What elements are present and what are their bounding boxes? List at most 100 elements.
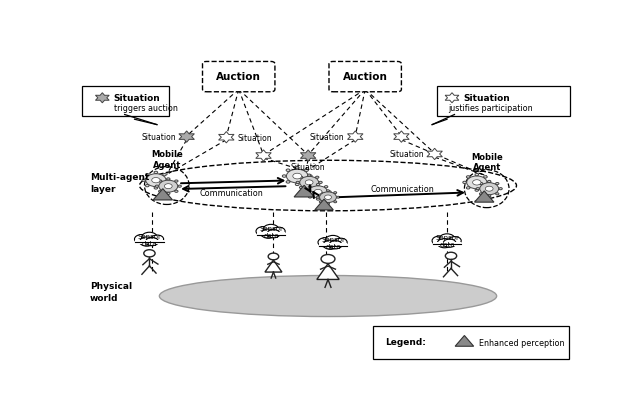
Circle shape — [166, 178, 170, 180]
Circle shape — [443, 240, 456, 248]
Text: Situation: Situation — [463, 94, 510, 103]
Circle shape — [475, 189, 479, 192]
Text: Sensor
data: Sensor data — [435, 235, 459, 248]
Circle shape — [145, 185, 149, 187]
Circle shape — [488, 196, 491, 198]
Circle shape — [282, 175, 286, 178]
Polygon shape — [394, 132, 409, 143]
Circle shape — [144, 250, 155, 257]
Circle shape — [324, 196, 332, 200]
Circle shape — [480, 183, 499, 195]
Circle shape — [324, 186, 328, 188]
Circle shape — [145, 174, 149, 176]
Circle shape — [333, 192, 337, 194]
Circle shape — [175, 191, 178, 193]
Text: Auction: Auction — [343, 72, 388, 82]
Circle shape — [140, 237, 154, 247]
Polygon shape — [455, 336, 474, 346]
Circle shape — [495, 193, 499, 196]
Polygon shape — [432, 115, 454, 125]
Text: Situation: Situation — [310, 133, 344, 142]
Circle shape — [156, 186, 159, 188]
Circle shape — [439, 234, 455, 244]
Circle shape — [159, 181, 178, 193]
Circle shape — [159, 191, 162, 193]
Polygon shape — [179, 132, 195, 143]
Circle shape — [319, 192, 337, 203]
Text: Sensor
data: Sensor data — [259, 225, 283, 238]
Polygon shape — [265, 261, 282, 272]
Circle shape — [484, 187, 487, 189]
Text: Situation: Situation — [114, 94, 161, 103]
Circle shape — [467, 187, 470, 189]
Polygon shape — [300, 151, 316, 162]
Circle shape — [325, 236, 340, 246]
Text: Situation: Situation — [291, 163, 326, 172]
Circle shape — [152, 178, 160, 183]
FancyBboxPatch shape — [202, 62, 275, 92]
Polygon shape — [153, 189, 173, 200]
Circle shape — [326, 203, 330, 205]
Circle shape — [300, 187, 303, 189]
Circle shape — [316, 197, 319, 199]
Circle shape — [263, 225, 278, 235]
Circle shape — [134, 235, 149, 244]
FancyBboxPatch shape — [372, 326, 568, 359]
Circle shape — [475, 174, 479, 176]
Circle shape — [272, 227, 285, 236]
Bar — [433, 242, 461, 246]
Text: Enhanced perception: Enhanced perception — [479, 338, 564, 347]
Circle shape — [437, 239, 452, 248]
Polygon shape — [125, 115, 157, 125]
Circle shape — [163, 174, 166, 176]
Text: Situation: Situation — [389, 150, 424, 159]
Text: Sensor
data: Sensor data — [138, 233, 161, 246]
Circle shape — [164, 184, 172, 189]
Polygon shape — [445, 94, 459, 103]
Circle shape — [487, 182, 491, 184]
Circle shape — [472, 180, 481, 186]
Circle shape — [495, 183, 499, 185]
Circle shape — [142, 180, 145, 182]
Polygon shape — [219, 132, 234, 144]
Text: Mobile
Agent: Mobile Agent — [471, 153, 502, 172]
Circle shape — [305, 191, 308, 193]
Circle shape — [333, 201, 337, 203]
Text: Sensor
data: Sensor data — [321, 236, 345, 249]
Circle shape — [267, 230, 280, 238]
Circle shape — [316, 187, 319, 189]
Text: Physical
world: Physical world — [90, 281, 132, 302]
Circle shape — [305, 181, 308, 184]
FancyBboxPatch shape — [437, 87, 570, 117]
Circle shape — [166, 193, 170, 195]
Circle shape — [175, 180, 178, 183]
FancyBboxPatch shape — [83, 87, 170, 117]
Circle shape — [319, 192, 323, 194]
Circle shape — [256, 227, 271, 236]
Circle shape — [261, 229, 276, 239]
Circle shape — [467, 177, 487, 189]
Text: Legend:: Legend: — [385, 337, 426, 346]
Circle shape — [316, 177, 319, 179]
Circle shape — [432, 236, 447, 246]
Circle shape — [300, 177, 319, 189]
Circle shape — [307, 189, 311, 191]
Circle shape — [154, 187, 157, 190]
Circle shape — [319, 182, 322, 184]
Bar — [135, 240, 164, 245]
Circle shape — [445, 253, 457, 260]
Circle shape — [305, 170, 308, 172]
Circle shape — [328, 191, 331, 193]
Text: Situation: Situation — [237, 133, 272, 142]
Circle shape — [287, 170, 308, 184]
Circle shape — [308, 187, 328, 198]
Circle shape — [145, 238, 159, 246]
Circle shape — [484, 176, 487, 179]
Text: Communication: Communication — [200, 189, 263, 198]
Circle shape — [334, 238, 347, 247]
Circle shape — [293, 174, 301, 180]
FancyBboxPatch shape — [329, 62, 401, 92]
Text: justifies participation: justifies participation — [448, 104, 532, 113]
Text: Situation: Situation — [141, 133, 176, 142]
Circle shape — [295, 184, 299, 186]
